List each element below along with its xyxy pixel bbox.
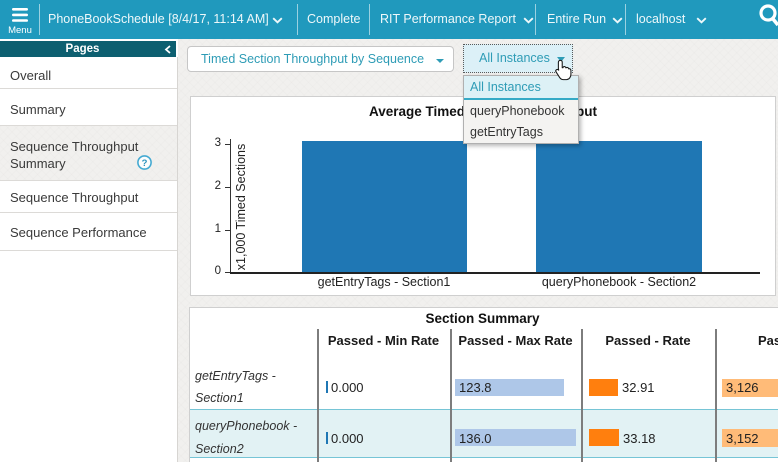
svg-text:?: ?	[142, 158, 148, 169]
